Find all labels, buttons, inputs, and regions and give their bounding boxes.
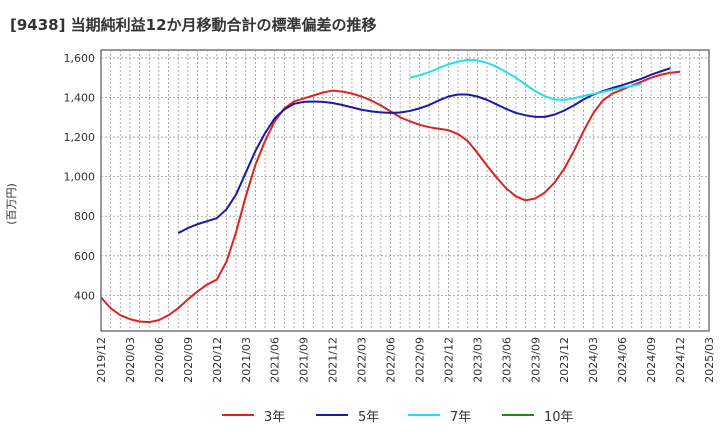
x-tick-label: 2021/09: [298, 337, 311, 383]
y-tick-label: 600: [74, 250, 95, 263]
x-tick-label: 2023/09: [529, 337, 542, 383]
x-tick-label: 2022/09: [413, 337, 426, 383]
chart-title: [9438] 当期純利益12か月移動合計の標準偏差の推移: [10, 16, 377, 34]
x-tick-label: 2023/06: [500, 337, 513, 383]
legend-swatch: [222, 414, 254, 416]
x-tick-label: 2022/03: [356, 337, 369, 383]
legend-swatch: [502, 414, 534, 416]
series-line-5年: [177, 67, 671, 234]
x-tick-label: 2024/09: [645, 337, 658, 383]
y-tick-label: 800: [74, 210, 95, 223]
x-tick-label: 2024/06: [616, 337, 629, 383]
x-tick-label: 2023/03: [471, 337, 484, 383]
x-tick-label: 2024/03: [587, 337, 600, 383]
x-tick-label: 2021/06: [269, 337, 282, 383]
x-tick-label: 2019/12: [95, 337, 108, 383]
x-tick-label: 2021/03: [240, 337, 253, 383]
x-tick-label: 2022/06: [385, 337, 398, 383]
x-tick-label: 2023/12: [558, 337, 571, 383]
y-tick-label: 1,000: [64, 171, 96, 184]
legend-label: 5年: [358, 409, 380, 425]
x-tick-label: 2024/12: [674, 337, 687, 383]
legend: 3年 5年 7年 10年: [0, 404, 720, 426]
y-tick-label: 1,600: [64, 52, 96, 65]
x-tick-label: 2020/03: [124, 337, 137, 383]
legend-item-7年: 7年: [408, 404, 471, 426]
legend-label: 3年: [264, 409, 286, 425]
x-tick-label: 2020/06: [153, 337, 166, 383]
legend-label: 7年: [450, 409, 472, 425]
line-chart: 400 600 800 1,000 1,200 1,400 1,600 2019/12 2020…: [64, 49, 716, 383]
legend-swatch: [316, 414, 348, 416]
legend-item-10年: 10年: [502, 404, 574, 426]
legend-item-3年: 3年: [222, 404, 285, 426]
series-line-3年: [101, 70, 681, 324]
series-line-7年: [409, 58, 642, 101]
x-tick-label: 2020/12: [211, 337, 224, 383]
x-tick-label: 2022/12: [442, 337, 455, 383]
legend-label: 10年: [544, 409, 574, 425]
x-tick-label: 2025/03: [703, 337, 716, 383]
legend-item-5年: 5年: [316, 404, 379, 426]
y-tick-label: 1,400: [64, 91, 96, 104]
x-tick-label: 2021/12: [327, 337, 340, 383]
y-tick-label: 400: [74, 289, 95, 302]
legend-swatch: [408, 414, 440, 416]
x-tick-label: 2020/09: [182, 337, 195, 383]
y-tick-label: 1,200: [64, 131, 96, 144]
